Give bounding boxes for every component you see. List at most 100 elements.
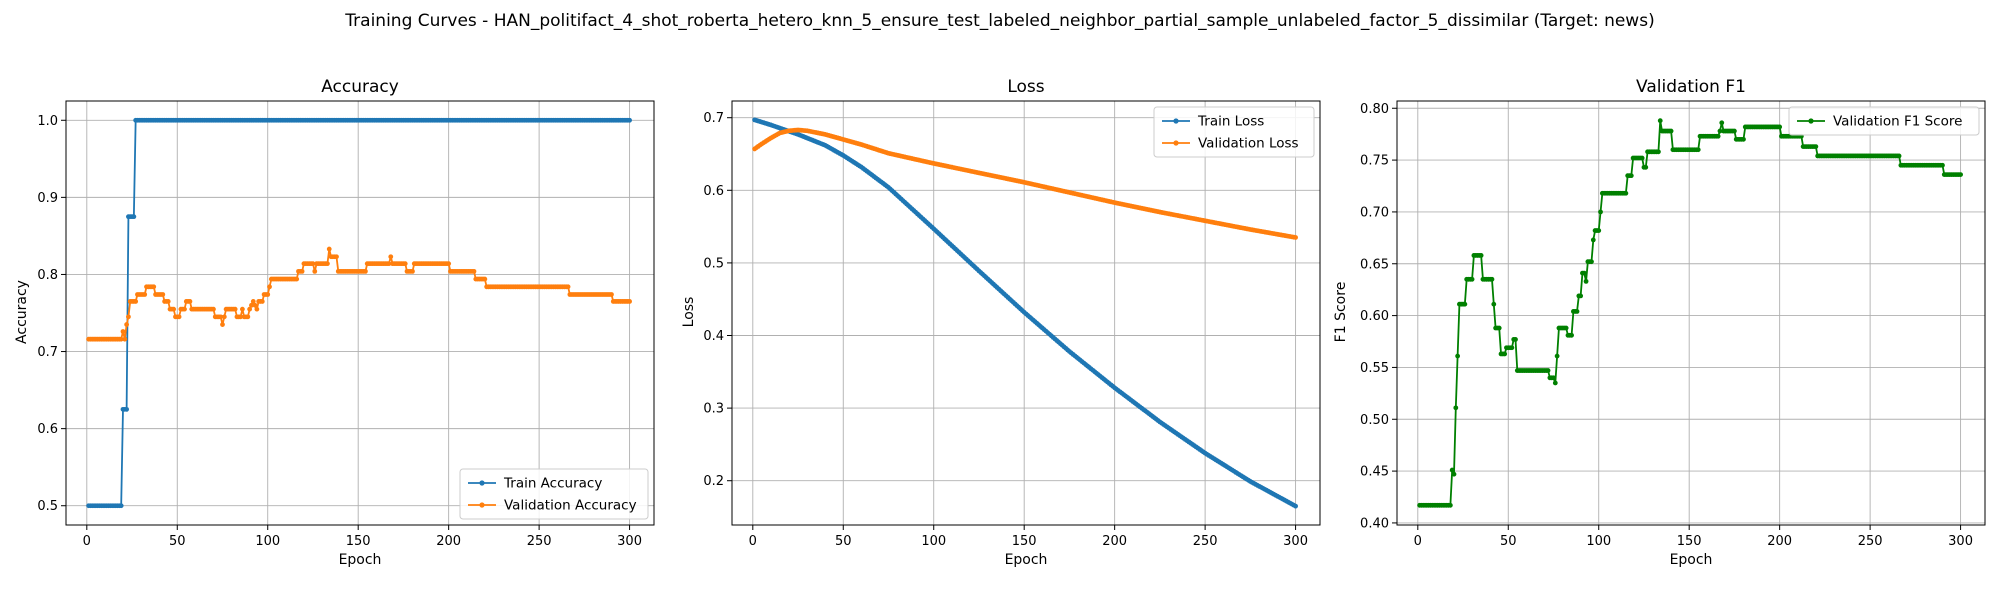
accuracy-point [627,299,632,304]
accuracy-markers [86,117,632,509]
loss-x-axis-label: Epoch [1005,552,1048,568]
accuracy-point [482,276,488,282]
validation-f1-point [1455,353,1461,359]
accuracy-point [363,268,368,274]
validation-f1-point [1628,173,1634,179]
validation-f1-point [1551,375,1556,381]
validation-f1-x-tick-label: 200 [1767,534,1792,549]
accuracy-point [220,322,225,327]
validation-f1-y-tick-label: 0.75 [1360,154,1389,169]
accuracy-panel-title: Accuracy [321,77,399,97]
loss-point [1293,503,1298,509]
accuracy-point [265,292,271,297]
accuracy-x-tick-label: 0 [83,534,91,549]
validation-f1-legend: Validation F1 Score [1788,106,1980,136]
validation-f1-point [1447,502,1453,508]
validation-f1-panel-title: Validation F1 [1636,77,1746,97]
validation-f1-point [1478,253,1484,258]
accuracy-point [238,314,243,320]
validation-f1-point [1513,337,1518,342]
validation-f1-point [1695,147,1701,153]
accuracy-point [252,302,258,308]
accuracy-legend-marker [479,502,485,508]
validation-f1-point [1940,162,1945,168]
validation-f1-point [1896,153,1902,159]
accuracy-point [254,306,260,312]
loss-x-tick-label: 200 [1102,534,1127,549]
validation-f1-x-tick-label: 250 [1858,534,1883,549]
validation-f1-point [1596,228,1602,233]
validation-f1-legend-box [1788,106,1980,136]
accuracy-point [187,299,193,304]
validation-f1-x-tick-label: 50 [1500,534,1517,549]
validation-f1-point [1509,345,1515,351]
accuracy-point [211,306,216,312]
accuracy-y-tick-label: 0.9 [37,191,58,206]
loss-x-tick-label: 50 [835,534,852,549]
loss-x-tick-label: 100 [921,534,946,549]
validation-f1-point [1581,270,1587,276]
validation-f1-y-axis-label: F1 Score [1333,282,1349,343]
accuracy-point [131,214,137,220]
accuracy-point [609,292,614,297]
validation-f1-point [1554,353,1560,359]
loss-markers [752,117,1298,509]
validation-f1-y-tick-label: 0.55 [1360,361,1389,376]
accuracy-point [124,406,130,412]
accuracy-point [182,306,187,312]
accuracy-point [334,254,339,260]
validation-f1-point [1552,380,1558,386]
loss-panel-title: Loss [1007,77,1044,97]
loss-legend: Train Loss Validation Loss [1153,106,1315,158]
validation-f1-point [1639,155,1645,161]
validation-f1-point [1462,301,1468,307]
loss-panel: Loss Epoch Loss 0 50 100 150 200 250 300 0.2 0.3… [681,77,1321,568]
accuracy-x-axis-label: Epoch [339,552,382,568]
validation-f1-point [1583,278,1589,284]
accuracy-point [325,261,330,267]
validation-f1-x-tick-label: 0 [1414,534,1422,549]
loss-y-axis-label: Loss [681,297,697,328]
accuracy-point [386,261,392,267]
validation-f1-point [1657,118,1663,124]
validation-f1-x-tick-label: 150 [1677,534,1702,549]
validation-f1-point [1813,144,1819,150]
validation-f1-point [1719,120,1725,126]
accuracy-point [312,268,318,274]
accuracy-point [249,302,254,308]
accuracy-point [218,314,224,320]
accuracy-point [122,336,128,342]
validation-f1-point [1502,351,1508,357]
accuracy-point [240,306,245,312]
validation-f1-point [1715,133,1721,139]
loss-point [1293,235,1298,240]
validation-f1-point [1741,136,1746,142]
accuracy-x-tick-label: 50 [169,534,186,549]
accuracy-panel: Accuracy Epoch Accuracy 0 50 100 150 200 250 3… [14,77,655,568]
figure-suptitle: Training Curves - HAN_politifact_4_shot_… [344,11,1654,31]
accuracy-point [259,299,265,304]
validation-f1-point [1453,405,1459,411]
accuracy-point [221,314,227,320]
accuracy-y-tick-label: 0.8 [37,268,58,283]
accuracy-y-tick-label: 0.5 [37,499,58,514]
validation-f1-point [1643,164,1649,170]
accuracy-point [410,268,415,274]
accuracy-point [126,314,131,320]
accuracy-markers [86,246,632,342]
loss-legend-marker [1173,140,1179,146]
validation-f1-markers [1417,118,1963,508]
validation-f1-x-tick-label: 300 [1948,534,1973,549]
validation-f1-point [1491,301,1497,307]
accuracy-grid [66,101,654,525]
validation-f1-y-tick-label: 0.50 [1360,413,1389,428]
accuracy-point [388,254,394,260]
loss-x-tick-label: 250 [1193,534,1218,549]
loss-y-tick-label: 0.6 [703,184,724,199]
validation-f1-point [1563,325,1569,331]
accuracy-point [120,329,126,334]
accuracy-point [565,284,571,290]
accuracy-point [142,292,148,297]
